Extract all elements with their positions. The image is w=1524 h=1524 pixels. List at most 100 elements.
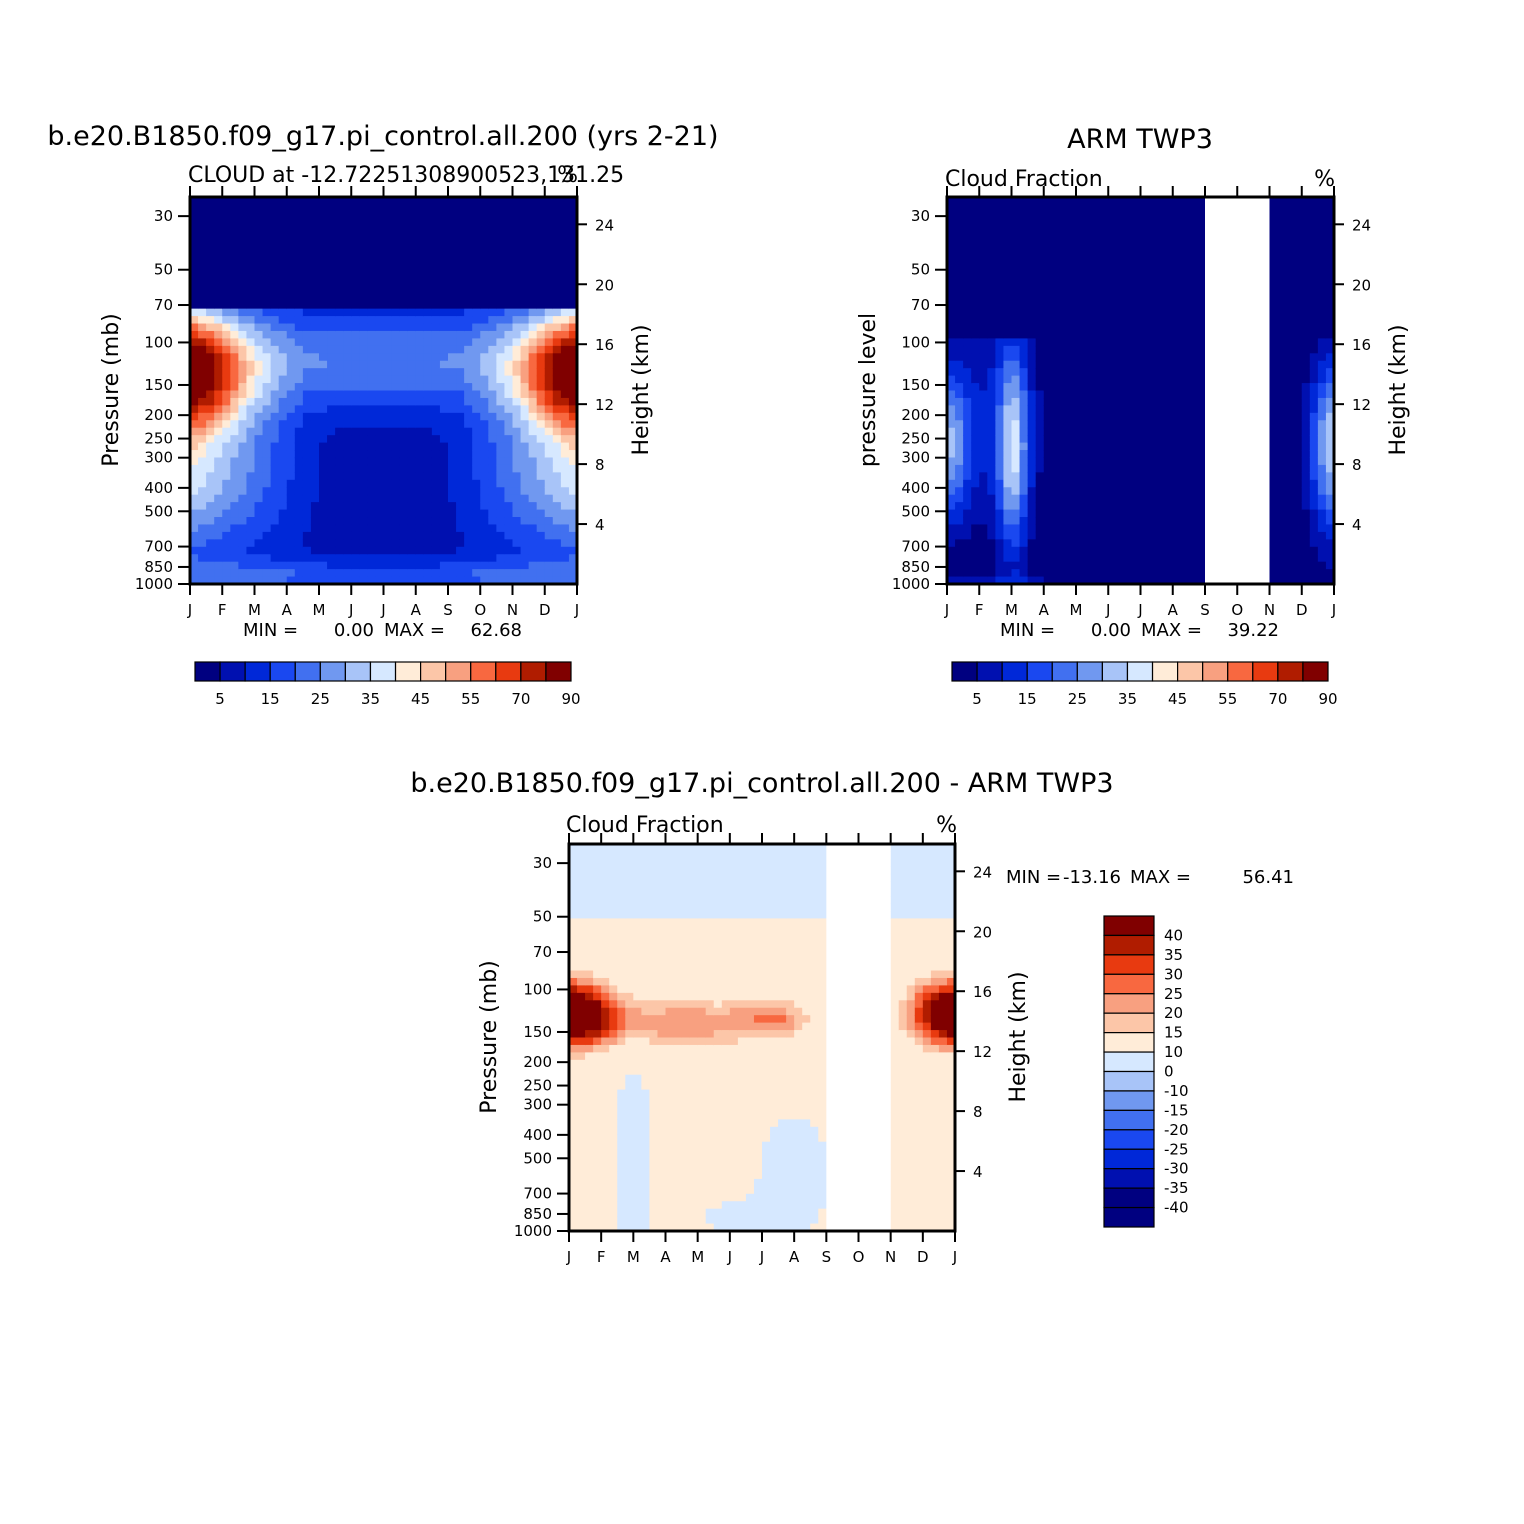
contour-cell	[1180, 256, 1190, 265]
contour-cell	[1277, 353, 1287, 362]
contour-cell	[1156, 330, 1166, 339]
contour-cell	[560, 293, 570, 302]
contour-cell	[286, 368, 296, 377]
contour-cell	[1317, 263, 1327, 273]
contour-cell	[270, 502, 280, 511]
contour-cell	[947, 397, 956, 406]
contour-cell	[1277, 412, 1287, 421]
contour-cell	[448, 211, 457, 220]
contour-cell	[1067, 464, 1077, 473]
contour-cell	[1172, 204, 1182, 213]
contour-cell	[310, 345, 320, 354]
contour-cell	[1003, 241, 1013, 250]
contour-cell	[1325, 219, 1335, 228]
contour-cell	[359, 286, 368, 295]
contour-cell	[947, 308, 956, 317]
contour-cell	[528, 569, 538, 578]
contour-cell	[1011, 360, 1021, 369]
contour-cell	[577, 1082, 586, 1091]
contour-cell	[1269, 502, 1279, 511]
contour-cell	[1108, 301, 1117, 310]
contour-cell	[327, 427, 336, 436]
contour-cell	[1325, 345, 1335, 354]
contour-cell	[552, 517, 562, 526]
panel-model-title: b.e20.B1850.f09_g17.pi_control.all.200 (…	[47, 121, 718, 152]
contour-cell	[254, 546, 264, 555]
contour-cell	[456, 539, 465, 548]
contour-cell	[407, 517, 417, 526]
contour-cell	[1116, 271, 1125, 280]
contour-cell	[560, 561, 570, 570]
contour-cell	[1043, 442, 1053, 451]
contour-cell	[1301, 211, 1311, 220]
contour-cell	[464, 539, 473, 548]
contour-cell	[310, 531, 320, 540]
contour-cell	[1277, 546, 1287, 555]
contour-cell	[399, 301, 409, 310]
contour-cell	[1108, 576, 1117, 585]
contour-cell	[375, 360, 385, 369]
contour-cell	[512, 330, 522, 339]
contour-cell	[351, 308, 360, 317]
contour-cell	[1156, 450, 1166, 459]
contour-cell	[1172, 494, 1182, 503]
contour-cell	[238, 427, 248, 436]
contour-cell	[1172, 435, 1182, 444]
contour-cell	[947, 405, 956, 414]
contour-cell	[1100, 539, 1109, 548]
contour-cell	[448, 293, 457, 302]
contour-cell	[1164, 502, 1174, 511]
contour-cell	[1043, 554, 1053, 563]
contour-cell	[375, 412, 385, 421]
contour-cell	[319, 561, 328, 570]
contour-cell	[536, 204, 546, 213]
contour-cell	[987, 435, 996, 444]
contour-cell	[383, 494, 393, 503]
contour-cell	[1059, 256, 1069, 265]
contour-cell	[520, 226, 530, 235]
contour-cell	[286, 271, 296, 280]
contour-cell	[375, 263, 385, 273]
contour-cell	[391, 323, 401, 332]
height-tick-label: 8	[1352, 456, 1362, 474]
contour-cell	[1277, 234, 1287, 243]
contour-cell	[464, 509, 473, 518]
height-tick-label: 16	[595, 336, 614, 354]
contour-cell	[1164, 271, 1174, 280]
colorbar-label: 45	[411, 690, 430, 708]
contour-cell	[1059, 539, 1069, 548]
contour-cell	[520, 509, 530, 518]
contour-cell	[585, 1201, 594, 1210]
contour-cell	[472, 390, 481, 399]
contour-cell	[1325, 330, 1335, 339]
contour-cell	[464, 442, 473, 451]
contour-cell	[593, 963, 602, 972]
colorbar-label: 90	[1318, 690, 1337, 708]
contour-cell	[560, 204, 570, 213]
contour-cell	[1196, 517, 1206, 526]
contour-cell	[569, 910, 578, 920]
contour-cell	[431, 405, 441, 414]
contour-cell	[375, 502, 385, 511]
contour-cell	[1140, 494, 1150, 503]
contour-cell	[1148, 383, 1158, 392]
contour-cell	[987, 569, 996, 578]
contour-cell	[439, 204, 449, 213]
contour-cell	[278, 487, 288, 496]
contour-cell	[480, 301, 489, 310]
contour-cell	[1196, 323, 1206, 332]
contour-cell	[246, 464, 256, 473]
panel-diff: b.e20.B1850.f09_g17.pi_control.all.200 -…	[410, 768, 1294, 1266]
contour-cell	[1140, 360, 1150, 369]
panel-model-ylabel: Pressure (mb)	[99, 313, 124, 467]
contour-cell	[1180, 502, 1190, 511]
contour-cell	[1180, 442, 1190, 451]
contour-cell	[399, 405, 409, 414]
contour-cell	[1051, 249, 1061, 258]
contour-cell	[359, 412, 368, 421]
contour-cell	[971, 442, 980, 451]
contour-cell	[1019, 479, 1029, 488]
contour-cell	[569, 866, 578, 875]
contour-cell	[262, 487, 272, 496]
contour-cell	[955, 383, 964, 392]
